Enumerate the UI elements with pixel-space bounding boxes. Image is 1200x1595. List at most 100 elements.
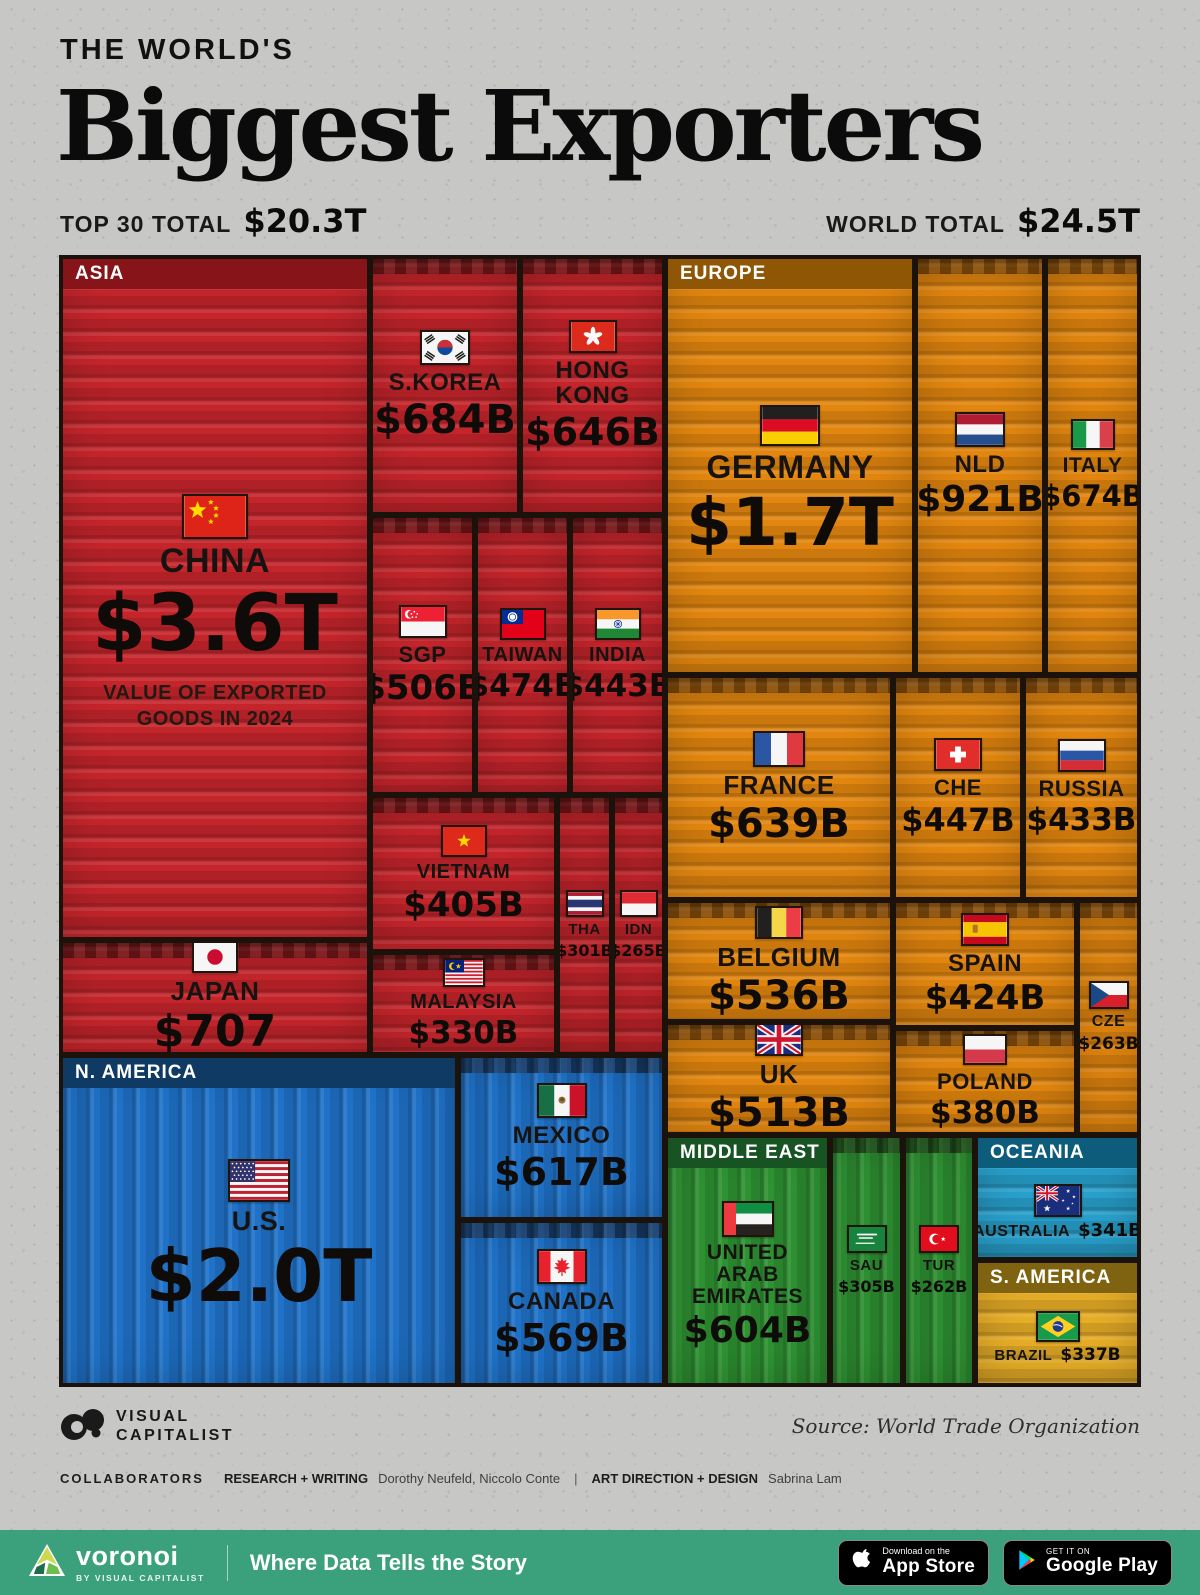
country-value: $424B	[924, 977, 1046, 1018]
country-value: $506B	[373, 667, 472, 708]
tile-nld: NLD $921B	[915, 255, 1045, 675]
belgium-flag-icon	[755, 905, 803, 939]
france-flag-icon	[753, 730, 805, 767]
country-label: INDIA	[589, 643, 646, 666]
country-label: HONG KONG	[555, 356, 630, 409]
tile-japan: JAPAN $707	[60, 939, 370, 1055]
country-label: U.S.	[231, 1205, 287, 1236]
tile-tha: THA $301B	[557, 794, 612, 1055]
japan-flag-icon	[192, 942, 238, 973]
czechia-flag-icon	[1088, 981, 1129, 1010]
country-value: $707	[153, 1005, 277, 1055]
country-label: NLD	[954, 451, 1006, 479]
country-value: $341B	[1078, 1219, 1140, 1241]
tile-us: N. AMERICA U.S. $2.0T	[60, 1054, 458, 1386]
google-play-logo-icon	[1017, 1549, 1037, 1576]
germany-flag-icon	[760, 405, 820, 447]
voronoi-logo-icon	[28, 1543, 66, 1582]
collaborators-line: COLLABORATORS RESEARCH + WRITING Dorothy…	[60, 1471, 1140, 1486]
country-value: $263B	[1078, 1034, 1139, 1055]
footer: VISUAL CAPITALIST Source: World Trade Or…	[60, 1406, 1140, 1447]
country-note: VALUE OF EXPORTED GOODS IN 2024	[103, 681, 327, 730]
country-value: $684B	[374, 397, 516, 444]
tile-uk: UK $513B	[665, 1021, 893, 1135]
country-label: SAU	[849, 1257, 884, 1275]
tile-che: CHE $447B	[893, 674, 1023, 900]
top30-total-label: TOP 30 TOTAL	[60, 210, 232, 237]
google-play-badge[interactable]: GET IT ON Google Play	[1002, 1539, 1172, 1586]
country-value: $433B	[1026, 801, 1137, 838]
appbar-tagline: Where Data Tells the Story	[249, 1549, 527, 1575]
australia-flag-icon	[1033, 1183, 1082, 1217]
voronoi-wordmark: voronoi	[76, 1540, 179, 1571]
tile-china: ASIA CHINA $3.6T VALUE OF EXPORTED GOODS IN…	[60, 255, 370, 940]
switzerland-flag-icon	[934, 738, 982, 772]
tile-spain: SPAIN $424B	[893, 899, 1077, 1028]
title-kicker: THE WORLD'S	[60, 34, 295, 66]
visual-capitalist-logo-icon	[60, 1406, 106, 1447]
research-writing-label: RESEARCH + WRITING	[223, 1470, 369, 1486]
country-value: $305B	[838, 1277, 895, 1297]
top30-total-stat: TOP 30 TOTAL $20.3T	[60, 202, 366, 240]
brazil-flag-icon	[1035, 1311, 1080, 1343]
tile-sau: SAU $305B	[830, 1134, 903, 1386]
exports-treemap: ASIA CHINA $3.6T VALUE OF EXPORTED GOODS IN…	[60, 255, 1140, 1386]
region-label-europe: EUROPE	[668, 258, 912, 289]
visual-capitalist-brand: VISUAL CAPITALIST	[60, 1406, 234, 1447]
south-korea-flag-icon	[420, 330, 470, 366]
country-label: MEXICO	[512, 1122, 611, 1150]
world-total-label: WORLD TOTAL	[826, 210, 1005, 237]
country-value: $513B	[708, 1090, 850, 1135]
app-store-badge[interactable]: Download on the App Store	[838, 1539, 989, 1586]
voronoi-brand: voronoi BY VISUAL CAPITALIST	[28, 1540, 205, 1583]
tile-poland: POLAND $380B	[893, 1027, 1077, 1135]
poland-flag-icon	[963, 1033, 1007, 1065]
malaysia-flag-icon	[442, 957, 485, 987]
country-label: BRAZIL	[994, 1347, 1053, 1365]
indonesia-flag-icon	[619, 890, 658, 918]
research-writing-names: Dorothy Neufeld, Niccolo Conte	[378, 1470, 561, 1486]
tile-australia: OCEANIA AUSTRALIA $341B	[975, 1134, 1140, 1260]
voronoi-subtitle: BY VISUAL CAPITALIST	[76, 1572, 205, 1583]
tile-cze: CZE $263B	[1077, 899, 1140, 1135]
country-label: SPAIN	[947, 949, 1023, 977]
country-label: UK	[759, 1059, 799, 1090]
country-label: BELGIUM	[717, 941, 841, 972]
country-value: $474B	[478, 667, 567, 704]
top30-total-value: $20.3T	[243, 201, 367, 240]
russia-flag-icon	[1057, 738, 1106, 772]
appstore-line2: App Store	[882, 1556, 975, 1577]
collaborators-label: COLLABORATORS	[60, 1470, 204, 1486]
country-value: $443B	[573, 667, 662, 704]
tile-sgp: SGP$506B	[370, 514, 475, 795]
country-value: $569B	[494, 1315, 629, 1360]
region-label-samerica: S. AMERICA	[978, 1262, 1137, 1293]
country-label: FRANCE	[723, 769, 835, 800]
country-value: $405B	[403, 884, 524, 925]
gplay-line1: GET IT ON	[1045, 1546, 1091, 1556]
appbar-divider	[226, 1544, 228, 1581]
country-label: RUSSIA	[1038, 775, 1125, 801]
country-label: CHE	[934, 775, 982, 801]
region-label-namerica: N. AMERICA	[63, 1057, 455, 1088]
tile-vietnam: VIETNAM $405B	[370, 794, 557, 952]
region-label-asia: ASIA	[63, 258, 367, 289]
world-total-stat: WORLD TOTAL $24.5T	[826, 202, 1140, 240]
tile-russia: RUSSIA $433B	[1023, 674, 1140, 900]
tile-uae: MIDDLE EAST UNITED ARAB EMIRATES $604B	[665, 1134, 830, 1386]
gplay-line2: Google Play	[1045, 1555, 1158, 1577]
tile-tur: TUR $262B	[903, 1134, 975, 1386]
collab-divider: |	[574, 1470, 578, 1486]
country-value: $380B	[930, 1094, 1040, 1131]
italy-flag-icon	[1070, 419, 1115, 451]
country-value: $604B	[683, 1310, 812, 1352]
country-label: TAIWAN	[482, 643, 563, 666]
source-credit: Source: World Trade Organization	[791, 1414, 1140, 1439]
visual-capitalist-wordmark: VISUAL CAPITALIST	[116, 1408, 235, 1445]
country-value: $262B	[910, 1277, 968, 1297]
tile-hongkong: HONG KONG $646B	[520, 255, 665, 515]
china-flag-icon	[182, 493, 248, 539]
region-label-oceania: OCEANIA	[978, 1137, 1137, 1168]
tile-idn: IDN $265B	[612, 794, 665, 1055]
